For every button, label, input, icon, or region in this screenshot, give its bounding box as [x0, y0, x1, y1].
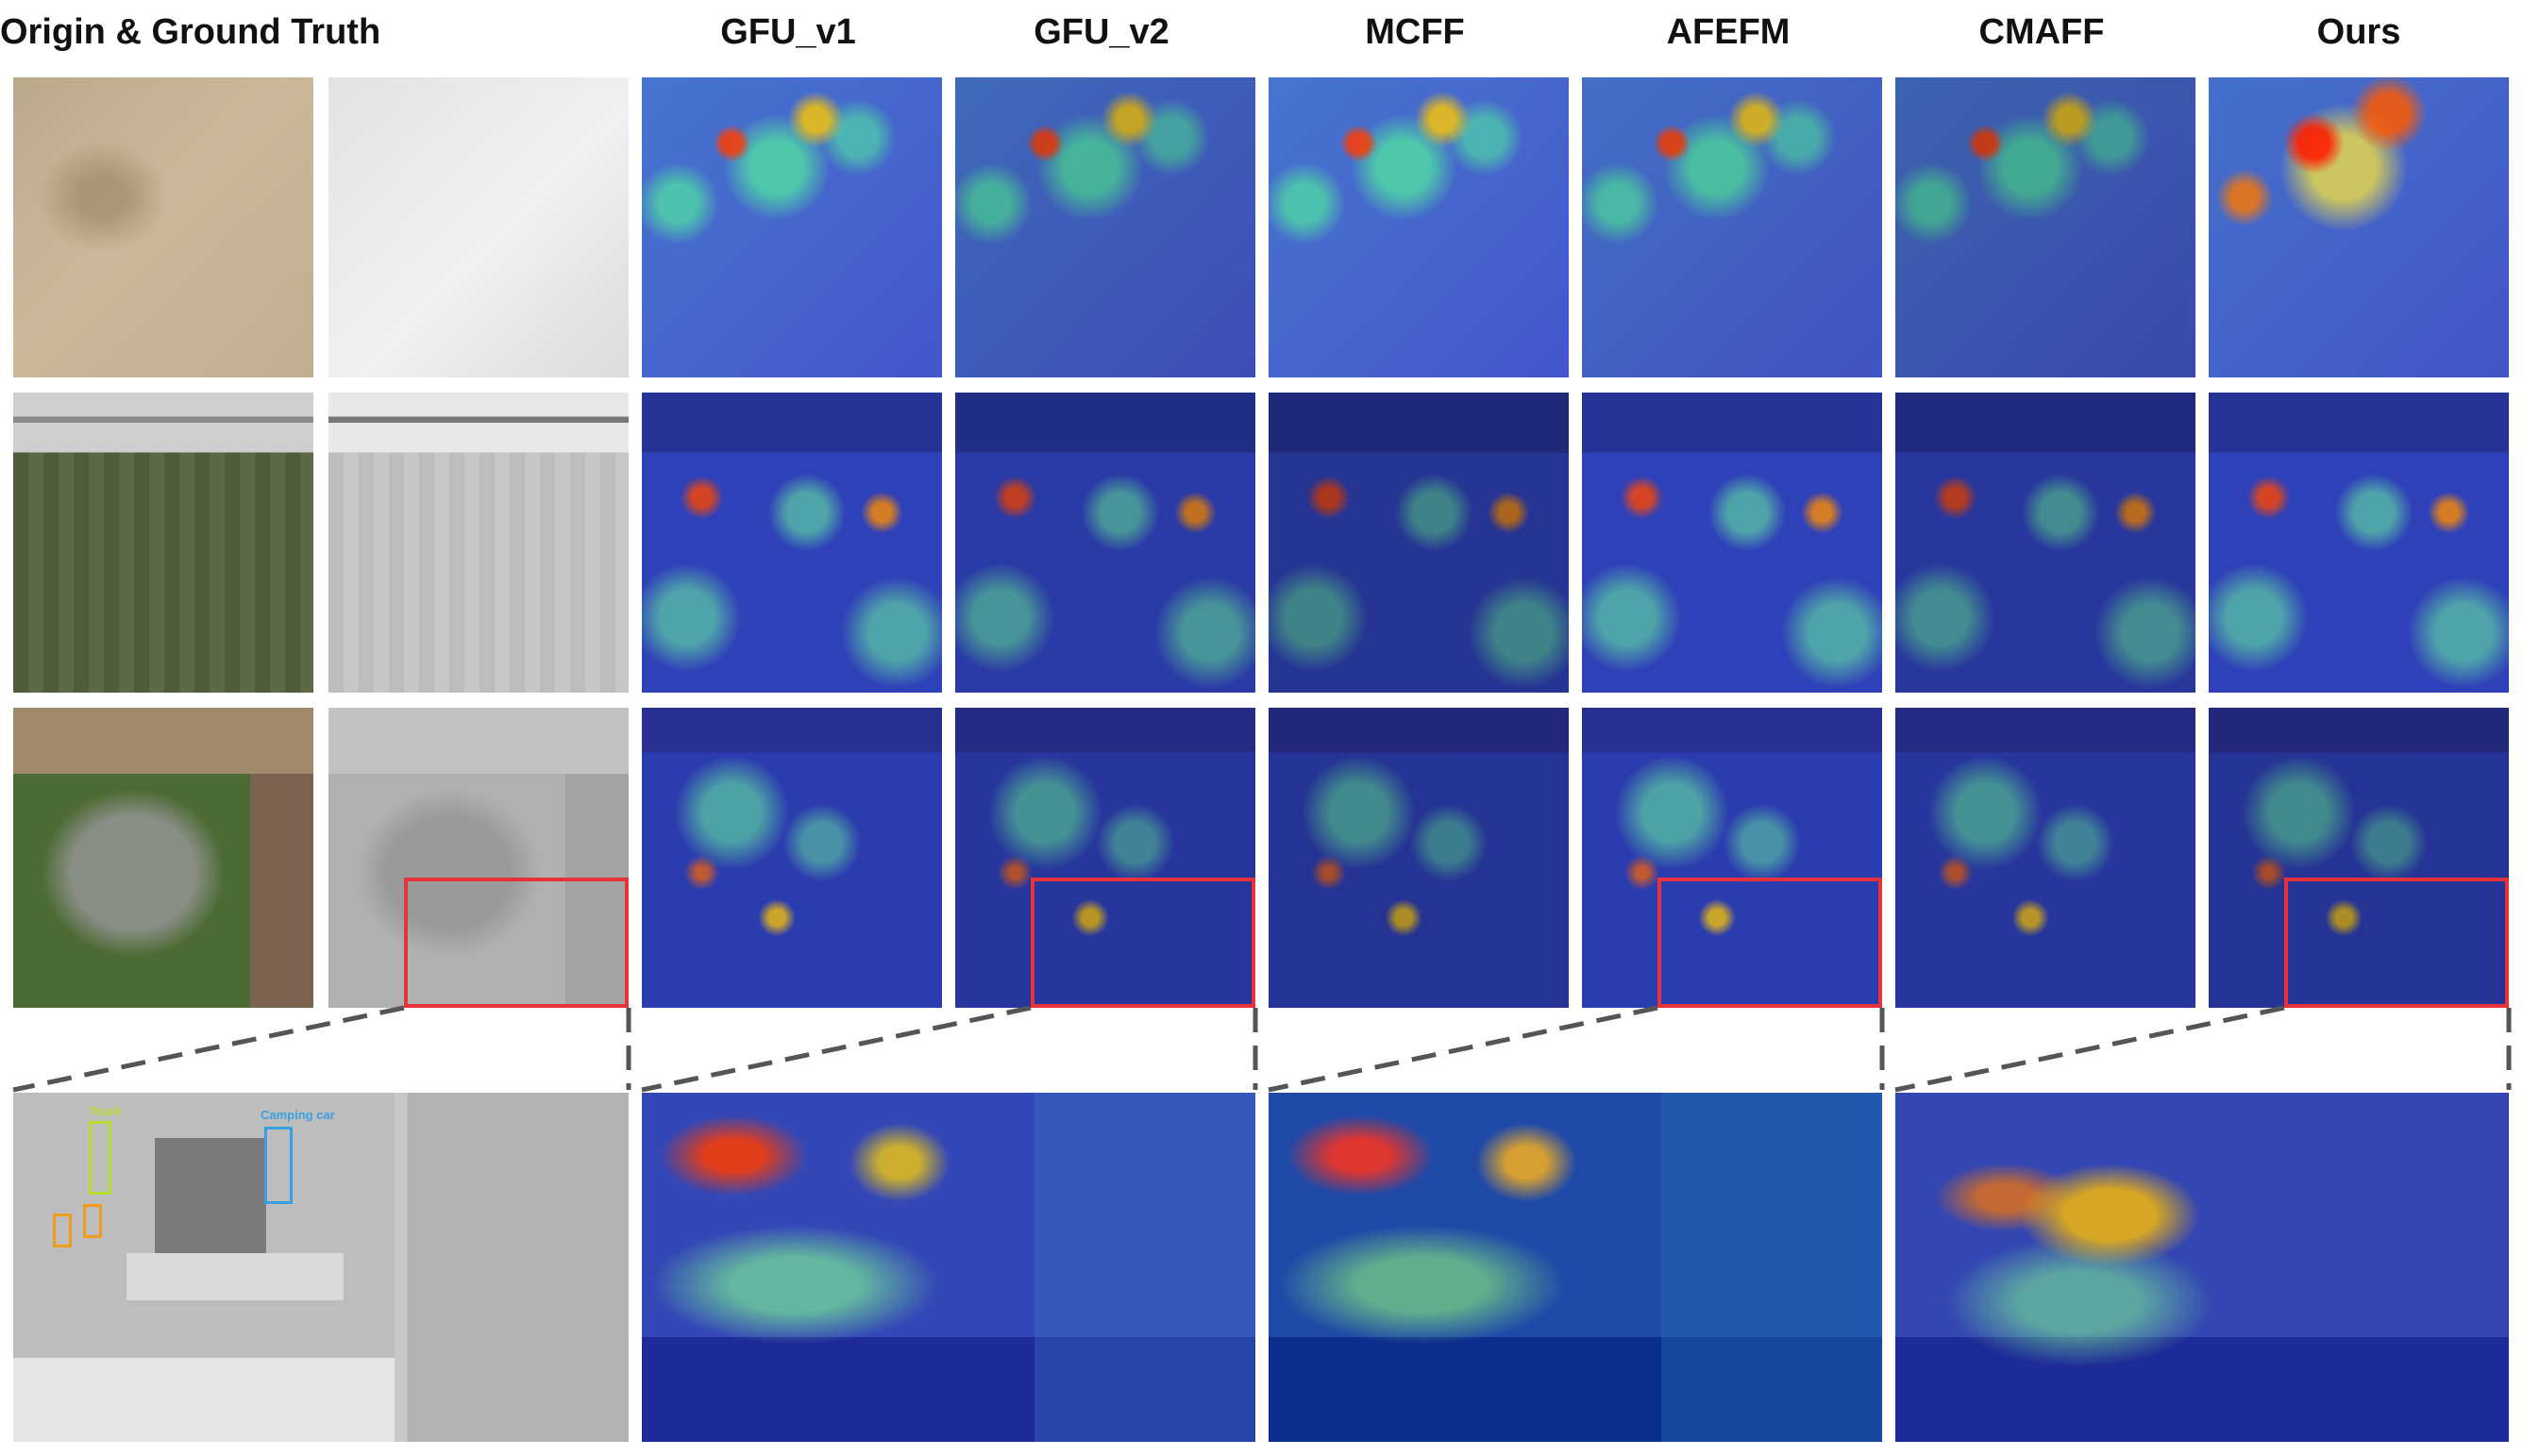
zoom-region-box-afefm	[1657, 878, 1882, 1008]
header-afefm: AFEFM	[1666, 12, 1791, 52]
row3-cmaff-heatmap	[1895, 708, 2195, 1008]
row1-mcff-heatmap	[1269, 77, 1569, 377]
zoom-gfu-v2-heatmap	[642, 1093, 1255, 1442]
header-cmaff: CMAFF	[1978, 12, 2105, 52]
zoom-ours-heatmap	[1895, 1093, 2509, 1442]
row2-ground-truth-image	[328, 393, 629, 693]
row2-origin-image	[13, 393, 313, 693]
row3-gfu-v1-heatmap	[642, 708, 942, 1008]
row1-afefm-heatmap	[1582, 77, 1882, 377]
row2-mcff-heatmap	[1269, 393, 1569, 693]
zoom-region-box-ours	[2284, 878, 2509, 1008]
row2-cmaff-heatmap	[1895, 393, 2195, 693]
row1-gfu-v1-heatmap	[642, 77, 942, 377]
zoom-region-box-ground-truth	[404, 878, 629, 1008]
header-origin-ground-truth: Origin & Ground Truth	[0, 12, 381, 52]
row3-ground-truth-image	[328, 708, 629, 1008]
row1-ours-heatmap	[2209, 77, 2509, 377]
header-ours: Ours	[2316, 12, 2401, 52]
row2-gfu-v2-heatmap	[955, 393, 1255, 693]
zoom-region-box-gfu-v2	[1031, 878, 1255, 1008]
row3-afefm-heatmap	[1582, 708, 1882, 1008]
header-mcff: MCFF	[1365, 12, 1465, 52]
zoom-pad	[126, 1253, 344, 1300]
row2-afefm-heatmap	[1582, 393, 1882, 693]
row3-ours-heatmap	[2209, 708, 2509, 1008]
row2-ours-heatmap	[2209, 393, 2509, 693]
camping-car-label: Camping car	[261, 1108, 335, 1122]
zoom-afefm-heatmap	[1269, 1093, 1882, 1442]
row3-mcff-heatmap	[1269, 708, 1569, 1008]
truck-label: Truck	[89, 1104, 122, 1118]
row3-gfu-v2-heatmap	[955, 708, 1255, 1008]
header-gfu-v1: GFU_v1	[720, 12, 856, 52]
row1-ground-truth-image	[328, 77, 629, 377]
row1-origin-image	[13, 77, 313, 377]
header-gfu-v2: GFU_v2	[1034, 12, 1169, 52]
zoom-ground-truth-image: Truck Camping car	[13, 1093, 629, 1442]
row1-gfu-v2-heatmap	[955, 77, 1255, 377]
row2-gfu-v1-heatmap	[642, 393, 942, 693]
zoom-building	[155, 1138, 266, 1263]
row1-cmaff-heatmap	[1895, 77, 2195, 377]
truck-bounding-box	[89, 1121, 111, 1195]
row3-origin-image	[13, 708, 313, 1008]
camping-car-bounding-box	[264, 1127, 293, 1204]
car-bounding-box-1	[53, 1213, 72, 1247]
car-bounding-box-2	[83, 1204, 102, 1238]
